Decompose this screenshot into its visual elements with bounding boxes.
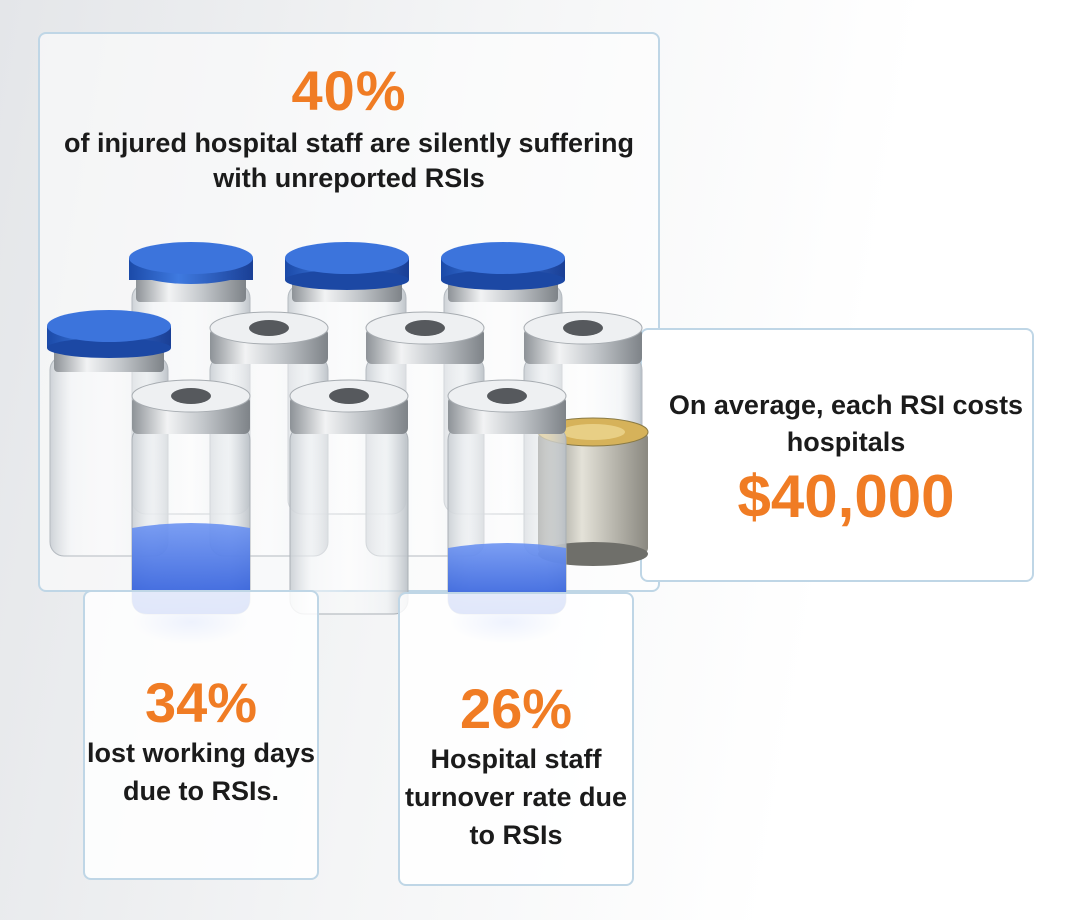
- stat-card-cost: [640, 328, 1034, 582]
- turnover-description: Hospital staff turnover rate due to RSIs: [404, 744, 628, 850]
- stat-card-turnover: [398, 592, 634, 886]
- cost-description: On average, each RSI costs hospitals: [668, 390, 1024, 457]
- turnover-percentage: 26%: [459, 677, 573, 740]
- cost-value: $40,000: [737, 463, 955, 530]
- vial-icon: [289, 379, 409, 615]
- stat-card-lost-days: [83, 590, 319, 880]
- unreported-description: of injured hospital staff are silently s…: [63, 128, 635, 193]
- lost-days-description: lost working days due to RSIs.: [86, 738, 316, 806]
- lost-days-percentage: 34%: [144, 671, 258, 734]
- unreported-percentage: 40%: [291, 59, 407, 122]
